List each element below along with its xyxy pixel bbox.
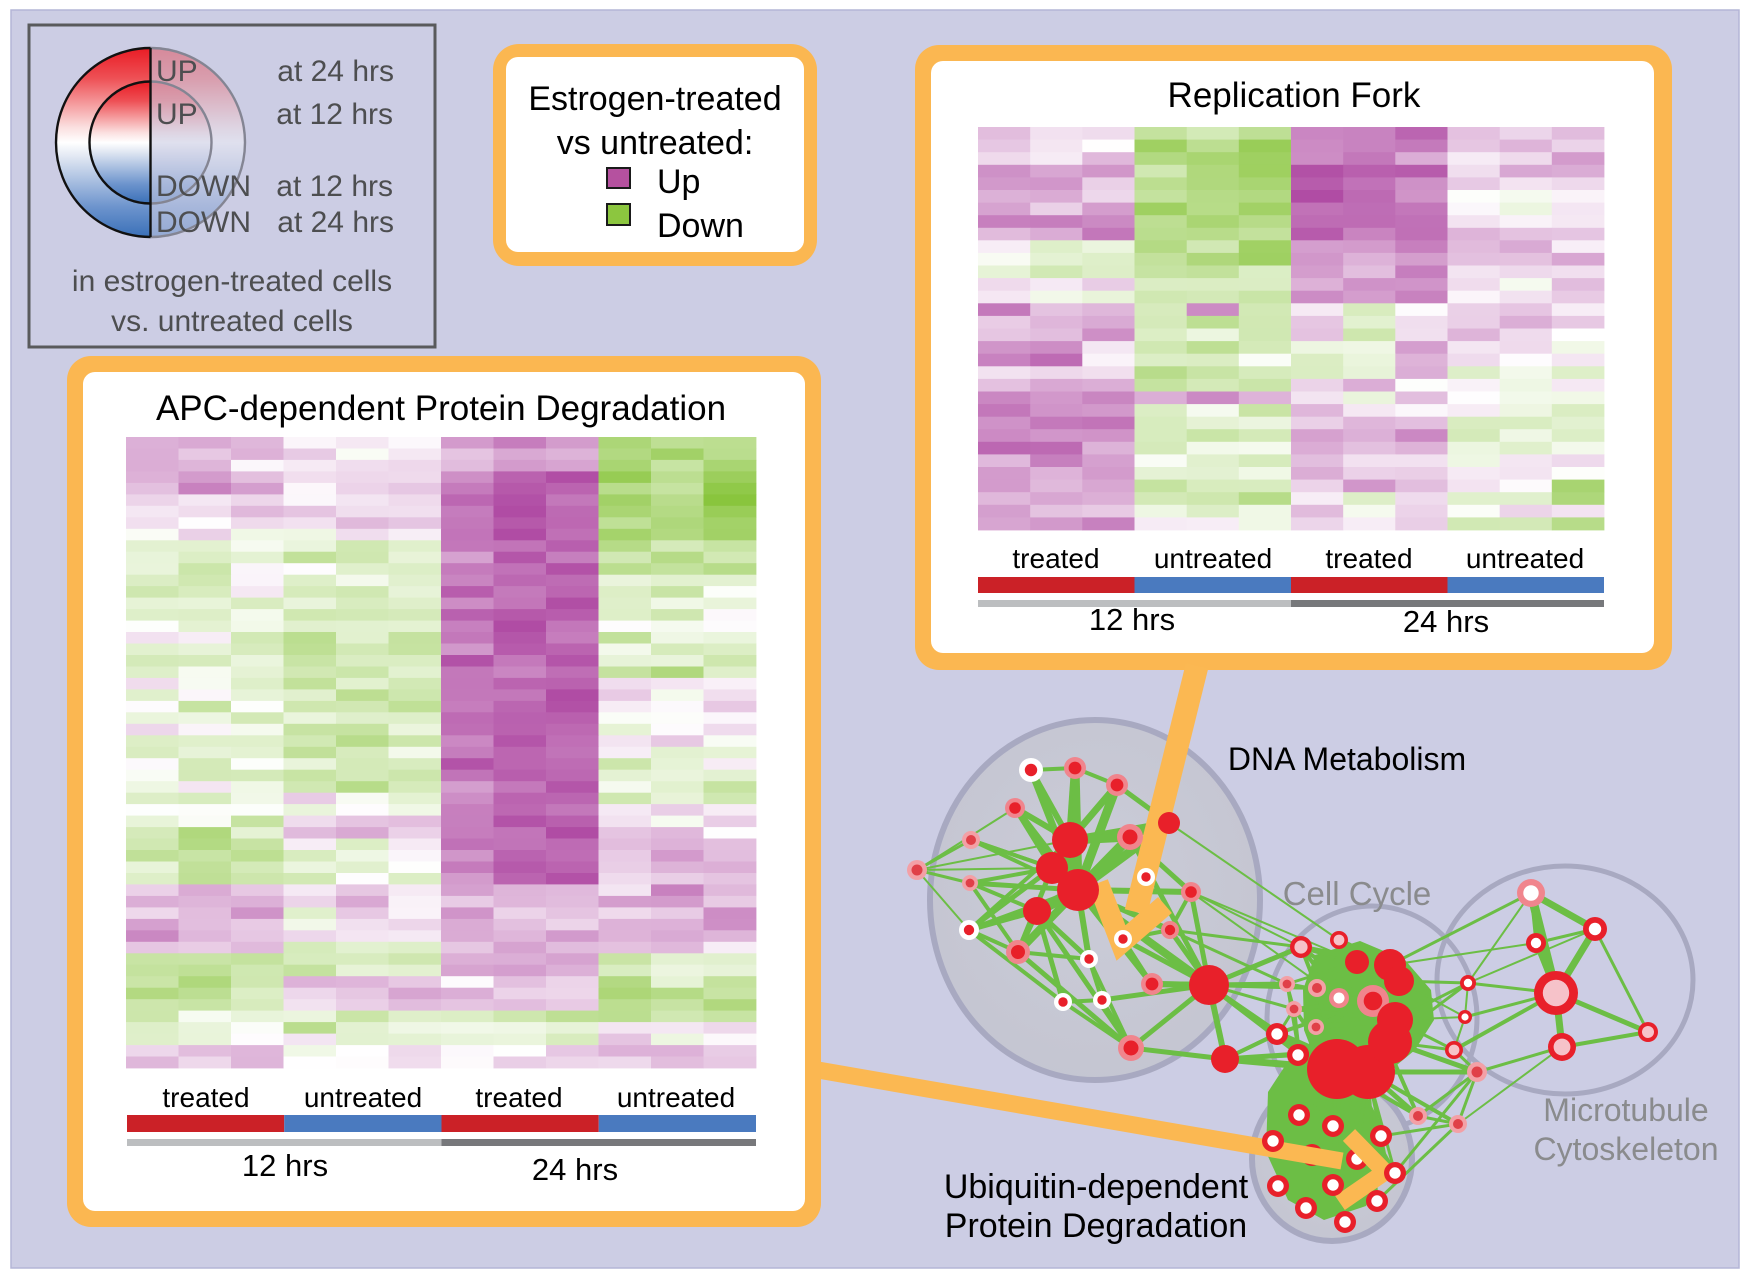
svg-text:Estrogen-treated: Estrogen-treated [528, 80, 781, 118]
svg-text:untreated: untreated [617, 1082, 735, 1113]
svg-text:12 hrs: 12 hrs [1089, 602, 1175, 637]
svg-text:Ubiquitin-dependent: Ubiquitin-dependent [944, 1168, 1249, 1206]
svg-text:at 24 hrs: at 24 hrs [277, 55, 394, 88]
svg-text:vs. untreated cells: vs. untreated cells [111, 305, 353, 338]
svg-text:untreated: untreated [1466, 543, 1584, 574]
svg-text:12 hrs: 12 hrs [242, 1148, 328, 1183]
svg-text:Down: Down [657, 207, 744, 245]
svg-text:Replication Fork: Replication Fork [1168, 76, 1421, 115]
svg-text:Protein Degradation: Protein Degradation [945, 1207, 1247, 1245]
svg-text:UP: UP [156, 98, 198, 131]
svg-text:DNA Metabolism: DNA Metabolism [1228, 741, 1466, 777]
svg-text:DOWN: DOWN [156, 170, 251, 203]
svg-text:treated: treated [1325, 543, 1412, 574]
svg-text:untreated: untreated [1154, 543, 1272, 574]
svg-text:UP: UP [156, 55, 198, 88]
svg-text:at 24 hrs: at 24 hrs [277, 206, 394, 239]
svg-text:Up: Up [657, 163, 700, 201]
svg-text:24 hrs: 24 hrs [532, 1152, 618, 1187]
svg-text:at 12 hrs: at 12 hrs [276, 98, 393, 131]
svg-text:Cell Cycle: Cell Cycle [1283, 875, 1432, 912]
svg-text:DOWN: DOWN [156, 206, 251, 239]
svg-text:APC-dependent Protein Degradat: APC-dependent Protein Degradation [156, 389, 726, 428]
svg-text:treated: treated [475, 1082, 562, 1113]
svg-text:Microtubule: Microtubule [1543, 1092, 1708, 1128]
svg-text:Cytoskeleton: Cytoskeleton [1534, 1131, 1719, 1167]
svg-text:treated: treated [1012, 543, 1099, 574]
svg-text:24 hrs: 24 hrs [1403, 604, 1489, 639]
svg-text:untreated: untreated [304, 1082, 422, 1113]
svg-text:at 12 hrs: at 12 hrs [276, 170, 393, 203]
svg-text:in estrogen-treated cells: in estrogen-treated cells [72, 265, 392, 298]
svg-text:treated: treated [162, 1082, 249, 1113]
svg-text:vs untreated:: vs untreated: [557, 124, 754, 162]
